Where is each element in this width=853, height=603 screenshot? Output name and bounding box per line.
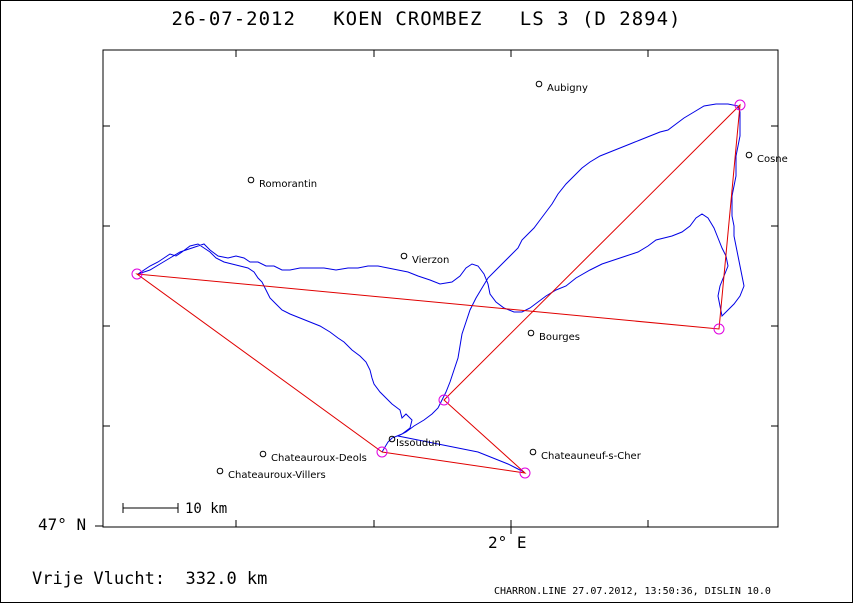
town-chateauroux-villers: Chateauroux-Villers (216, 467, 326, 481)
town-vierzon: Vierzon (400, 252, 449, 266)
turnpoint-circle (519, 467, 531, 479)
town-label: Chateauroux-Villers (228, 470, 326, 481)
town-bourges: Bourges (527, 329, 580, 343)
town-marker-icon (535, 80, 543, 88)
town-marker-icon (247, 176, 255, 184)
bottom-ticks (235, 520, 649, 534)
top-ticks (235, 50, 649, 57)
town-label: Aubigny (547, 83, 588, 94)
turnpoint-circle (438, 394, 450, 406)
credit-line: CHARRON.LINE 27.07.2012, 13:50:36, DISLI… (494, 586, 771, 597)
town-chateauneuf-s-cher: Chateauneuf-s-Cher (529, 448, 642, 462)
town-issoudun: Issoudun (388, 435, 441, 449)
town-aubigny: Aubigny (535, 80, 588, 94)
town-marker-icon (216, 467, 224, 475)
towns: Aubigny Cosne Romorantin Vierzon Bourges… (216, 80, 788, 481)
town-label: Issoudun (396, 438, 441, 449)
longitude-label: 2° E (488, 533, 527, 552)
flight-title: 26-07-2012 KOEN CROMBEZ LS 3 (D 2894) (171, 8, 682, 30)
gps-track (137, 103, 745, 473)
town-marker-icon (259, 450, 267, 458)
town-label: Cosne (757, 154, 788, 165)
town-chateauroux-deols: Chateauroux-Deols (259, 450, 367, 464)
turnpoint-circle (734, 99, 746, 111)
left-ticks (95, 125, 110, 527)
town-marker-icon (527, 329, 535, 337)
town-label: Vierzon (412, 255, 449, 266)
town-label: Chateauneuf-s-Cher (541, 451, 642, 462)
task-route (135, 103, 741, 474)
town-romorantin: Romorantin (247, 176, 317, 190)
town-label: Romorantin (259, 179, 317, 190)
turnpoints (131, 99, 746, 479)
turnpoint-circle (376, 446, 388, 458)
town-label: Bourges (539, 332, 580, 343)
scale-bar-label: 10 km (185, 501, 227, 517)
scale-bar: 10 km (122, 501, 227, 517)
free-flight-distance: Vrije Vlucht: 332.0 km (32, 569, 268, 589)
right-ticks (771, 125, 778, 427)
latitude-label: 47° N (38, 515, 87, 534)
town-cosne: Cosne (745, 151, 788, 165)
town-marker-icon (400, 252, 408, 260)
town-marker-icon (745, 151, 753, 159)
town-marker-icon (388, 435, 396, 443)
turnpoint-circle (713, 323, 725, 335)
town-marker-icon (529, 448, 537, 456)
map-border (102, 49, 779, 528)
town-label: Chateauroux-Deols (271, 453, 367, 464)
turnpoint-circle (131, 268, 143, 280)
